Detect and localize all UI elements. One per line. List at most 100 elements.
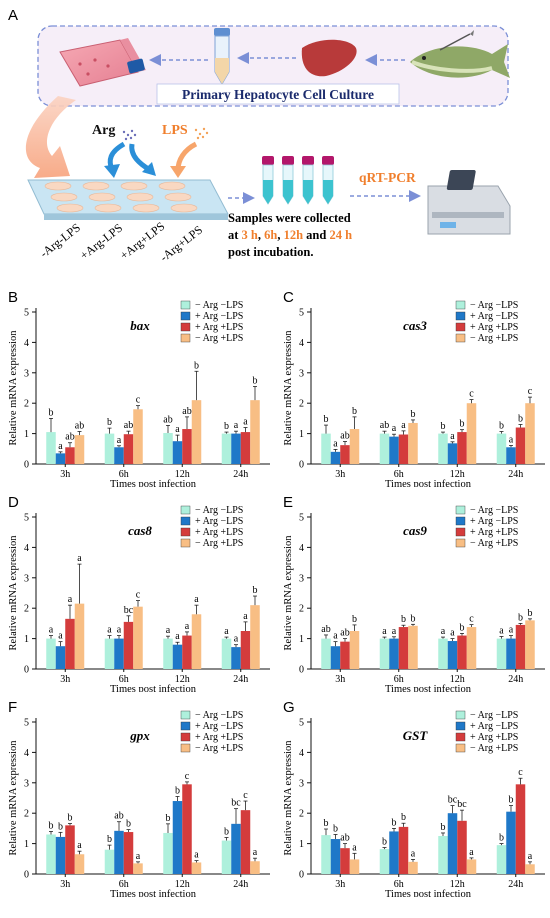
x-tick-label: 12h xyxy=(450,879,465,890)
bar xyxy=(447,443,458,464)
significance-label: a xyxy=(243,417,248,428)
legend-label: + Arg −LPS xyxy=(195,721,243,732)
legend-swatch xyxy=(455,311,466,321)
significance-label: b xyxy=(401,614,406,625)
legend-label: − Arg +LPS xyxy=(195,538,243,549)
significance-label: b xyxy=(324,818,329,829)
legend-label: − Arg +LPS xyxy=(470,743,518,754)
bar xyxy=(104,638,115,669)
bar xyxy=(466,403,477,464)
significance-label: b xyxy=(518,413,523,424)
legend-swatch xyxy=(180,732,191,742)
x-axis-label: Times post infection xyxy=(110,684,197,692)
y-tick-label: 4 xyxy=(24,543,29,554)
bar xyxy=(330,839,341,874)
significance-label: a xyxy=(68,594,73,605)
lps-dots-icon xyxy=(194,127,209,140)
significance-label: ab xyxy=(114,811,123,822)
fish-icon xyxy=(410,30,510,78)
bar xyxy=(379,638,390,669)
bar xyxy=(457,635,467,669)
significance-label: b xyxy=(441,822,446,833)
bar xyxy=(515,784,526,874)
x-tick-label: 6h xyxy=(394,674,404,685)
significance-label: b xyxy=(411,409,416,420)
significance-label: c xyxy=(136,590,141,601)
y-tick-label: 0 xyxy=(24,460,29,471)
y-tick-label: 1 xyxy=(299,429,304,440)
bar xyxy=(496,845,507,874)
y-tick-label: 3 xyxy=(24,368,29,379)
legend-label: − Arg −LPS xyxy=(195,710,243,721)
significance-label: bc xyxy=(231,798,241,809)
x-tick-label: 12h xyxy=(175,879,190,890)
y-tick-label: 3 xyxy=(24,573,29,584)
legend-label: + Arg +LPS xyxy=(195,322,243,333)
significance-label: b xyxy=(324,414,329,425)
x-axis-label: Times post infection xyxy=(385,684,472,692)
x-tick-label: 3h xyxy=(60,469,70,480)
significance-label: a xyxy=(234,420,239,431)
bar xyxy=(525,403,535,464)
significance-label: a xyxy=(509,625,514,636)
bar xyxy=(496,433,507,464)
bar xyxy=(163,432,173,464)
significance-label: c xyxy=(469,389,474,400)
y-tick-label: 5 xyxy=(24,718,29,729)
significance-label: b xyxy=(224,421,229,432)
bar xyxy=(182,635,192,669)
bar xyxy=(191,400,202,464)
significance-label: b xyxy=(441,421,446,432)
significance-label: b xyxy=(175,785,180,796)
y-tick-label: 4 xyxy=(299,543,304,554)
x-tick-label: 6h xyxy=(119,879,129,890)
chart-panel-f: F 0 1 2 3 4 5 Relative mRNA expression gpx − Arg … xyxy=(8,699,270,897)
significance-label: b xyxy=(253,375,258,386)
y-tick-label: 2 xyxy=(24,809,29,820)
bar xyxy=(65,618,75,669)
x-tick-label: 6h xyxy=(394,879,404,890)
significance-label: c xyxy=(185,771,190,782)
bar xyxy=(65,825,75,874)
significance-label: c xyxy=(243,790,248,801)
significance-label: a xyxy=(136,851,141,862)
y-tick-label: 3 xyxy=(299,778,304,789)
x-axis-label: Times post infection xyxy=(110,889,197,897)
significance-label: a xyxy=(175,631,180,642)
significance-label: b xyxy=(194,360,199,371)
lps-label: LPS xyxy=(162,123,188,138)
significance-label: b xyxy=(333,823,338,834)
y-tick-label: 0 xyxy=(299,665,304,676)
bar xyxy=(55,646,66,669)
bar xyxy=(466,859,477,874)
bar xyxy=(349,631,360,669)
culture-flask-icon xyxy=(59,38,146,87)
bar xyxy=(133,409,143,464)
legend-swatch xyxy=(180,322,191,332)
significance-label: bc xyxy=(448,795,458,806)
x-tick-label: 24h xyxy=(233,469,248,480)
legend-swatch xyxy=(180,721,191,731)
gene-title: GST xyxy=(403,728,429,743)
bar xyxy=(163,832,173,874)
significance-label: c xyxy=(136,395,141,406)
arg-label: Arg xyxy=(92,123,115,138)
bar xyxy=(340,848,350,874)
significance-label: a xyxy=(509,434,514,445)
legend-swatch xyxy=(180,516,191,526)
well-plate-icon xyxy=(27,179,229,220)
gene-title: cas8 xyxy=(128,523,152,538)
legend-swatch xyxy=(455,333,466,343)
bar xyxy=(408,625,418,669)
centrifuge-tube-icon xyxy=(214,28,230,85)
bar xyxy=(104,433,115,464)
culture-title-box xyxy=(156,83,400,105)
significance-label: b xyxy=(49,820,54,831)
significance-label: a xyxy=(333,631,338,642)
legend-swatch xyxy=(455,322,466,332)
bar xyxy=(330,646,341,669)
bar xyxy=(398,627,409,669)
bar xyxy=(340,641,350,669)
panel-letter: F xyxy=(8,699,17,716)
bar xyxy=(457,432,467,464)
